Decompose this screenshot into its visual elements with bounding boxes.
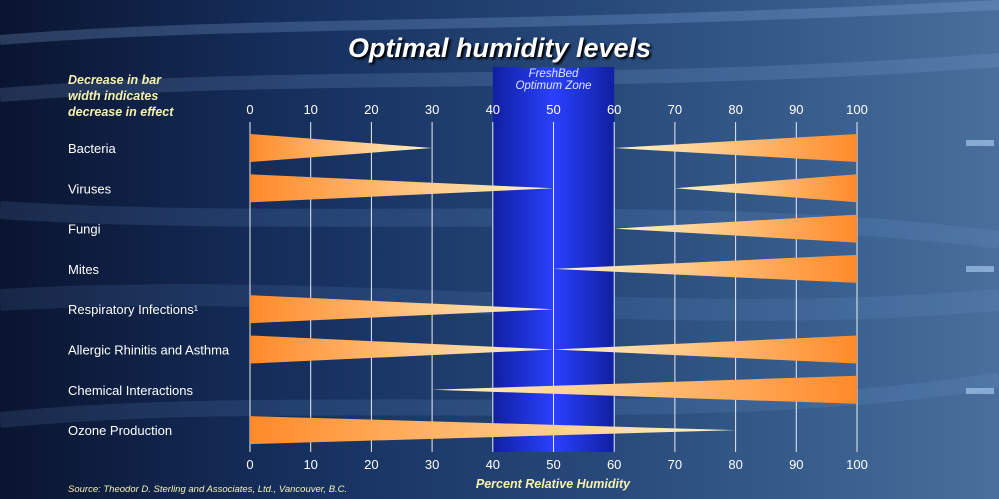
bar-low-humidity-effect bbox=[250, 134, 433, 162]
x-tick-label-bottom: 70 bbox=[668, 457, 682, 472]
x-tick-label-top: 60 bbox=[607, 102, 621, 117]
zone-label-line: Optimum Zone bbox=[515, 80, 592, 92]
x-tick-label-bottom: 80 bbox=[728, 457, 742, 472]
bar-low-humidity-effect bbox=[250, 295, 554, 324]
category-label: Viruses bbox=[68, 181, 112, 196]
x-tick-label-top: 40 bbox=[486, 102, 500, 117]
x-tick-label-top: 30 bbox=[425, 102, 439, 117]
x-tick-label-bottom: 10 bbox=[303, 457, 317, 472]
bar-high-humidity-effect bbox=[553, 254, 857, 283]
x-tick-label-bottom: 30 bbox=[425, 457, 439, 472]
x-tick-label-top: 0 bbox=[246, 102, 253, 117]
category-label: Bacteria bbox=[68, 141, 116, 156]
bar-high-humidity-effect bbox=[614, 214, 857, 243]
category-label: Fungi bbox=[68, 222, 101, 237]
x-tick-label-top: 10 bbox=[303, 102, 317, 117]
bar-high-humidity-effect bbox=[432, 375, 857, 404]
x-tick-label-bottom: 50 bbox=[546, 457, 560, 472]
bar-low-humidity-effect bbox=[250, 174, 554, 203]
x-tick-label-top: 100 bbox=[846, 102, 868, 117]
category-label: Mites bbox=[68, 262, 100, 277]
bar-low-humidity-effect bbox=[250, 416, 736, 445]
x-tick-label-bottom: 100 bbox=[846, 457, 868, 472]
x-tick-label-bottom: 0 bbox=[246, 457, 253, 472]
x-tick-label-bottom: 40 bbox=[486, 457, 500, 472]
bar-low-humidity-effect bbox=[250, 335, 554, 364]
optimum-zone-label: FreshBed Optimum Zone bbox=[493, 68, 614, 92]
bar-high-humidity-effect bbox=[614, 134, 857, 162]
x-axis-label: Percent Relative Humidity bbox=[475, 477, 631, 491]
x-tick-label-top: 80 bbox=[728, 102, 742, 117]
legend-note-line: Decrease in bar bbox=[68, 73, 162, 87]
category-label: Respiratory Infections¹ bbox=[68, 302, 199, 317]
legend-note: Decrease in bar width indicates decrease… bbox=[68, 72, 238, 120]
chart-title: Optimal humidity levels bbox=[347, 33, 652, 63]
bar-high-humidity-effect bbox=[674, 174, 857, 203]
x-tick-label-top: 70 bbox=[668, 102, 682, 117]
x-tick-label-bottom: 20 bbox=[364, 457, 378, 472]
category-label: Ozone Production bbox=[68, 423, 172, 438]
zone-label-line: FreshBed bbox=[528, 68, 579, 80]
x-tick-label-bottom: 60 bbox=[607, 457, 621, 472]
category-label: Allergic Rhinitis and Asthma bbox=[68, 343, 230, 358]
category-label: Chemical Interactions bbox=[68, 383, 193, 398]
x-tick-label-top: 90 bbox=[789, 102, 803, 117]
x-tick-label-top: 20 bbox=[364, 102, 378, 117]
source-note: Source: Theodor D. Sterling and Associat… bbox=[68, 484, 348, 495]
x-tick-label-bottom: 90 bbox=[789, 457, 803, 472]
legend-note-line: width indicates bbox=[68, 89, 159, 103]
legend-note-line: decrease in effect bbox=[68, 105, 174, 119]
bar-high-humidity-effect bbox=[553, 335, 857, 364]
x-tick-label-top: 50 bbox=[546, 102, 560, 117]
